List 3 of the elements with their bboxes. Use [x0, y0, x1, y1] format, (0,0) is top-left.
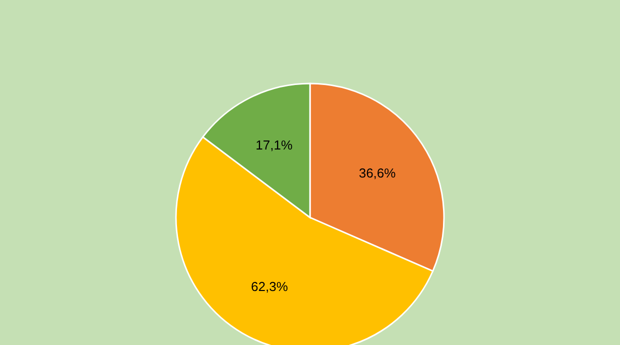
data-label: 62,3% [251, 278, 288, 294]
data-label: 36,6% [358, 165, 396, 180]
data-label: 17,1% [256, 138, 293, 153]
